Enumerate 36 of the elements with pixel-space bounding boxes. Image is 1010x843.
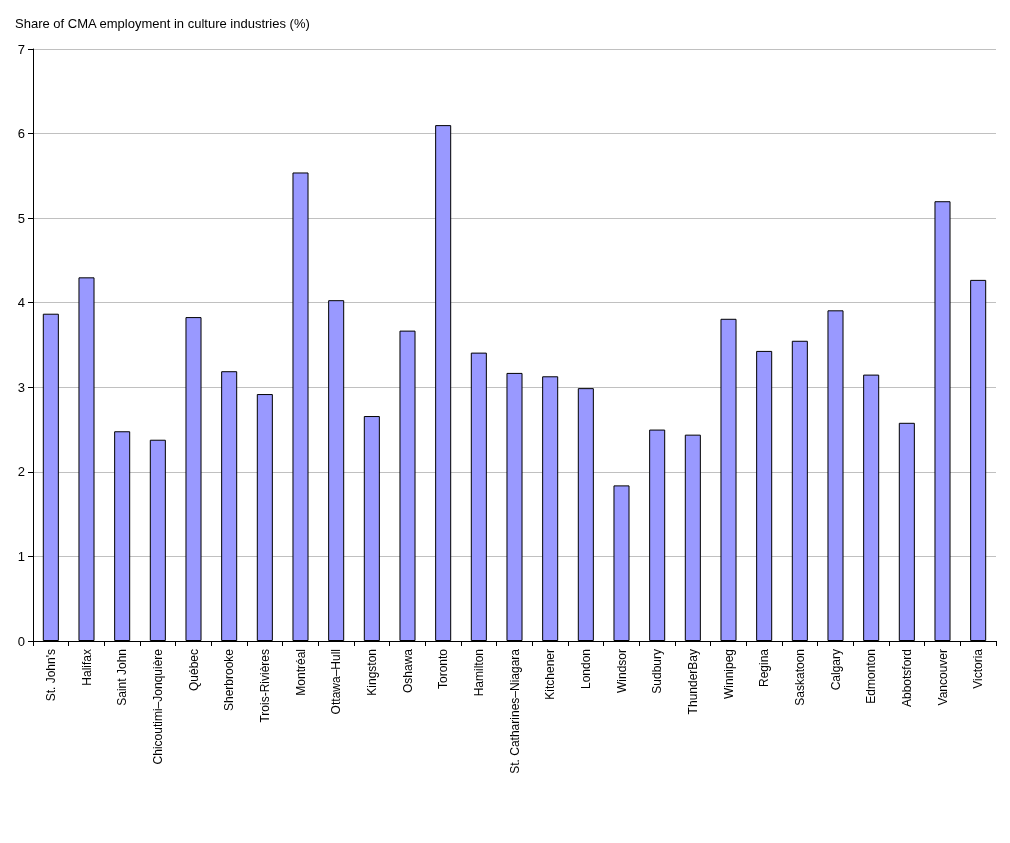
x-tick-label: Abbotsford	[899, 649, 914, 708]
y-tick-label: 4	[17, 295, 25, 311]
x-tick-label: Edmonton	[864, 649, 879, 704]
y-tick-label: 7	[17, 41, 25, 57]
x-tick-label: Montréal	[293, 649, 308, 696]
x-tick-label: Trois-Rivières	[257, 649, 272, 723]
x-tick-label: Regina	[757, 648, 772, 688]
x-tick-label: Québec	[186, 649, 201, 692]
chart-title: Share of CMA employment in culture industries (%)	[15, 16, 310, 31]
y-tick-label: 1	[17, 548, 25, 564]
x-tick-label: Halifax	[79, 649, 94, 686]
x-tick-label: Kingston	[364, 649, 379, 696]
x-tick-label: London	[578, 649, 593, 690]
y-tick-label: 3	[17, 379, 25, 395]
x-tick-label: Chicoutimi–Jonquière	[150, 648, 165, 765]
x-tick-label: Saint John	[115, 649, 130, 706]
x-tick-label: St. Catharines–Niagara	[507, 648, 522, 774]
x-tick-label: Victoria	[971, 648, 986, 689]
x-tick-label: Ottawa–Hull	[329, 649, 344, 715]
x-tick-label: Oshawa	[400, 648, 415, 694]
x-tick-label: Sudbury	[650, 649, 665, 694]
x-tick-label: Calgary	[828, 649, 843, 691]
x-tick-label: Hamilton	[471, 649, 486, 697]
x-tick-label: Saskatoon	[792, 649, 807, 706]
x-tick-label: Kitchener	[543, 649, 558, 700]
x-tick-label: Toronto	[436, 648, 451, 690]
x-tick-label: Sherbrooke	[222, 648, 237, 712]
x-tick-label: Windsor	[614, 649, 629, 694]
y-tick-label: 5	[17, 210, 25, 226]
x-tick-label: ThunderBay	[685, 649, 700, 715]
x-tick-label: Winnipeg	[721, 649, 736, 700]
x-tick-label: St. John's	[43, 649, 58, 702]
y-tick-label: 2	[17, 464, 25, 480]
y-tick-label: 0	[17, 633, 25, 649]
x-tick-label: Vancouver	[935, 649, 950, 706]
y-tick-label: 6	[17, 126, 25, 142]
